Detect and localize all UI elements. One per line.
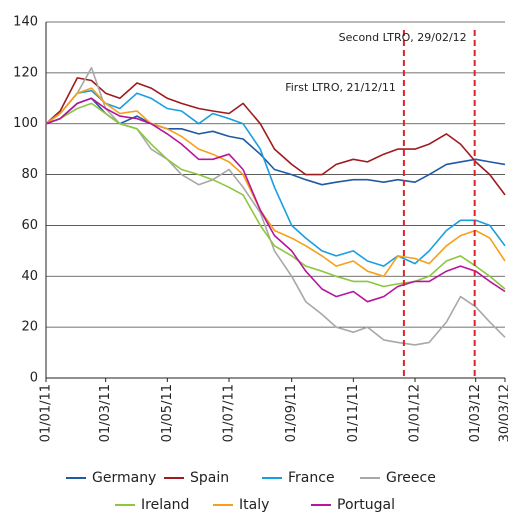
y-tick-label: 0	[30, 371, 38, 386]
x-tick-label: 01/07/11	[221, 384, 236, 442]
series-line	[45, 77, 506, 196]
x-tick-label: 01/01/12	[408, 384, 423, 442]
legend-label: France	[288, 470, 335, 486]
series-line	[45, 97, 506, 186]
legend-label: Spain	[190, 470, 229, 486]
legend-label: Italy	[239, 497, 269, 513]
x-tick-label: 01/03/11	[98, 384, 113, 442]
y-tick-label: 20	[21, 320, 38, 335]
annotation: Second LTRO, 29/02/12	[339, 31, 467, 44]
x-tick-label: 01/09/11	[284, 384, 299, 442]
x-tick-label: 01/11/11	[346, 384, 361, 442]
legend-label: Greece	[386, 470, 436, 486]
y-tick-label: 120	[13, 65, 38, 80]
y-tick-label: 100	[13, 116, 38, 131]
x-tick-label: 01/01/11	[39, 384, 54, 442]
x-tick-label: 01/03/12	[468, 384, 483, 442]
legend-label: Germany	[92, 470, 156, 486]
y-tick-label: 80	[21, 167, 38, 182]
series-line	[45, 97, 506, 303]
annotation: First LTRO, 21/12/11	[285, 81, 396, 94]
y-tick-label: 140	[13, 15, 38, 30]
series-line	[45, 89, 506, 267]
x-tick-label: 30/03/12	[498, 384, 508, 442]
series-line	[45, 87, 506, 278]
legend-label: Portugal	[337, 497, 395, 513]
y-tick-label: 40	[21, 269, 38, 284]
legend-label: Ireland	[141, 497, 189, 513]
x-tick-label: 01/05/11	[160, 384, 175, 442]
series-line	[45, 102, 506, 290]
y-tick-label: 60	[21, 218, 38, 233]
